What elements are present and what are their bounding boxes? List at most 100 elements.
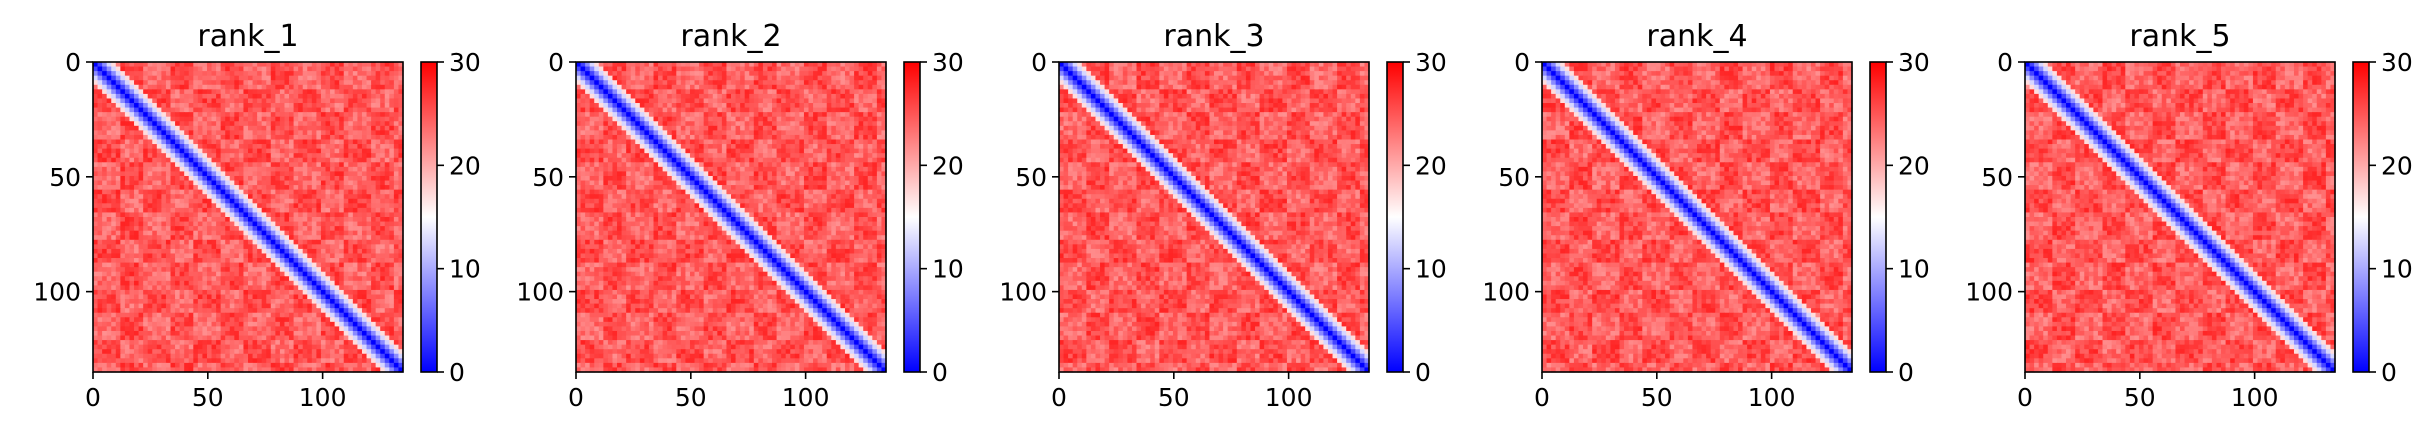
heatmap-cell (170, 349, 176, 355)
heatmap-cell (147, 235, 153, 241)
heatmap-cell (93, 171, 99, 177)
heatmap-cell (120, 303, 126, 309)
heatmap-cell (266, 185, 272, 191)
heatmap-cell (238, 349, 245, 355)
heatmap-cell (243, 358, 249, 364)
heatmap-cell (275, 194, 281, 200)
heatmap-cell (339, 330, 345, 337)
heatmap-cell (124, 144, 131, 150)
heatmap-cell (293, 171, 299, 177)
heatmap-cell (389, 353, 395, 359)
heatmap-cell (330, 267, 336, 273)
heatmap-cell (325, 130, 331, 136)
heatmap-cell (234, 103, 240, 109)
heatmap-cell (384, 180, 390, 186)
heatmap-cell (361, 189, 368, 195)
heatmap-cell (252, 130, 258, 136)
heatmap-cell (252, 230, 258, 236)
heatmap-cell (206, 153, 213, 159)
heatmap-cell (270, 303, 276, 309)
heatmap-cell (298, 358, 304, 364)
heatmap-cell (193, 321, 199, 328)
heatmap-cell (371, 330, 377, 337)
heatmap-cell (175, 221, 181, 227)
heatmap-cell (626, 75, 632, 81)
heatmap-cell (257, 121, 263, 127)
heatmap-cell (147, 217, 153, 223)
heatmap-cell (197, 267, 204, 273)
heatmap-cell (293, 276, 299, 282)
heatmap-cell (202, 285, 208, 291)
heatmap-cell (202, 312, 208, 318)
heatmap-cell (248, 308, 254, 314)
heatmap-cell (284, 130, 290, 136)
heatmap-cell (115, 358, 121, 364)
heatmap-cell (111, 262, 117, 268)
heatmap-cell (170, 271, 176, 277)
heatmap-cell (102, 308, 108, 314)
heatmap-cell (152, 153, 158, 159)
heatmap-cell (307, 112, 313, 118)
heatmap-cell (138, 285, 144, 291)
heatmap-cell (289, 294, 295, 300)
heatmap-cell (270, 344, 276, 350)
heatmap-cell (371, 71, 377, 77)
heatmap-cell (170, 276, 176, 282)
heatmap-cell (393, 340, 400, 346)
heatmap-cell (275, 226, 281, 232)
heatmap-cell (316, 271, 322, 277)
heatmap-cell (115, 75, 121, 81)
heatmap-cell (220, 175, 226, 182)
heatmap-cell (772, 66, 778, 72)
heatmap-cell (257, 358, 263, 364)
heatmap-cell (124, 321, 131, 328)
heatmap-cell (102, 157, 108, 163)
heatmap-cell (179, 239, 185, 245)
heatmap-cell (266, 107, 272, 113)
heatmap-cell (234, 217, 240, 223)
heatmap-cell (298, 321, 304, 328)
heatmap-cell (193, 308, 199, 314)
heatmap-cell (106, 112, 112, 118)
heatmap-cell (143, 285, 149, 291)
heatmap-cell (179, 349, 185, 355)
heatmap-cell (175, 367, 181, 373)
heatmap-cell (284, 303, 290, 309)
heatmap-cell (197, 344, 204, 350)
heatmap-cell (393, 166, 400, 173)
heatmap-cell (380, 253, 386, 259)
heatmap-cell (380, 148, 386, 154)
heatmap-cell (398, 171, 404, 177)
heatmap-cell (352, 285, 359, 291)
heatmap-cell (152, 344, 158, 350)
heatmap-cell (175, 276, 181, 282)
heatmap-cell (216, 75, 222, 81)
heatmap-cell (120, 321, 126, 328)
heatmap-cell (348, 344, 354, 350)
heatmap-cell (279, 321, 286, 328)
heatmap-cell (243, 267, 249, 273)
heatmap-cell (279, 71, 286, 77)
heatmap-cell (179, 271, 185, 277)
heatmap-cell (352, 75, 359, 81)
heatmap-cell (343, 84, 349, 90)
heatmap-cell (371, 84, 377, 90)
heatmap-cell (211, 253, 217, 259)
heatmap-cell (238, 258, 245, 264)
heatmap-cell (211, 84, 217, 90)
heatmap-cell (129, 276, 135, 282)
heatmap-cell (330, 198, 336, 204)
heatmap-cell (257, 144, 263, 150)
heatmap-cell (284, 89, 290, 95)
heatmap-cell (275, 134, 281, 141)
heatmap-cell (352, 248, 359, 255)
heatmap-cell (279, 194, 286, 200)
heatmap-cell (97, 262, 103, 268)
heatmap-cell (102, 330, 108, 337)
heatmap-cell (398, 271, 404, 277)
heatmap-cell (279, 107, 286, 113)
heatmap-cell (876, 75, 883, 81)
heatmap-cell (193, 285, 199, 291)
heatmap-cell (248, 125, 254, 131)
heatmap-cell (653, 71, 659, 77)
